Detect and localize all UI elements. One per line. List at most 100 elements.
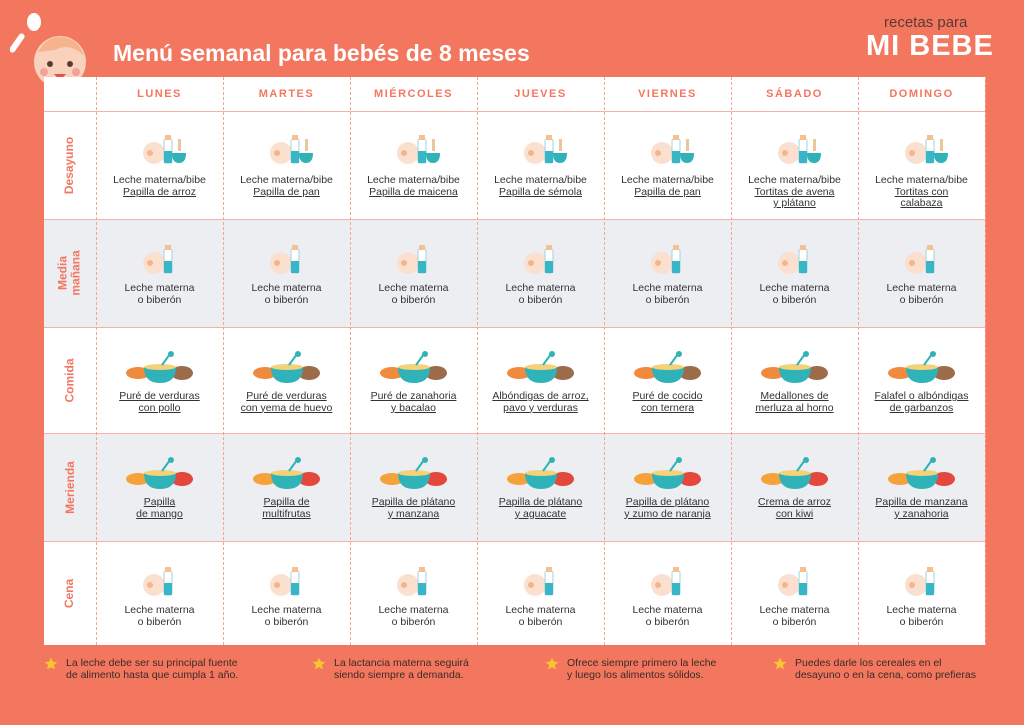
cell-text: Leche materna (124, 604, 195, 616)
cell-text: Leche materna (378, 604, 449, 616)
cell-text: Leche materna/bibe (113, 174, 206, 186)
recipe-link: y plátano (773, 197, 816, 209)
meal-cell: Leche materna/bibe Papilla de pan (223, 133, 350, 198)
recipe-link: Papilla de (263, 496, 310, 508)
meal-cell: Leche materna o biberón (477, 243, 604, 306)
row-divider (44, 433, 985, 434)
meal-label: Cena (44, 541, 96, 645)
meal-cell: Papilla de mango (96, 457, 223, 520)
food-icon (523, 567, 553, 596)
meal-cell: Papilla de plátano y zumo de naranja (604, 457, 731, 520)
food-icon (142, 567, 172, 596)
meal-name: Cena (62, 578, 77, 608)
recipe-link: Papilla de plátano (498, 496, 583, 508)
cell-text: Leche materna (378, 282, 449, 294)
meal-cell: Leche materna/bibe Papilla de sémola (477, 133, 604, 198)
food-icon (650, 245, 680, 274)
cell-text: o biberón (391, 293, 436, 306)
meal-cell: Leche materna o biberón (858, 565, 985, 628)
meal-cell: Puré de zanahoria y bacalao (350, 351, 477, 414)
cell-text: Leche materna (886, 604, 957, 616)
row-divider (44, 327, 985, 328)
day-header: SÁBADO (766, 88, 823, 100)
star-icon (44, 657, 58, 670)
recipe-link: merluza al horno (755, 401, 834, 414)
menu-table: LUNES MARTES MIÉRCOLES JUEVES VIERNES SÁBADO D… (44, 77, 986, 645)
cell-text: o biberón (772, 293, 817, 306)
meal-cell: Leche materna/bibe Papilla de arroz (96, 133, 223, 198)
brand-main: MI BEBE (866, 30, 994, 62)
meal-cell: Leche materna/bibe Tortitas con calabaza (858, 133, 985, 210)
recipe-link: con pollo (138, 401, 181, 414)
recipe-link: con kiwi (775, 507, 814, 520)
recipe-link: Papilla de plátano (371, 496, 456, 508)
meal-name: Desayuno (62, 136, 77, 194)
cell-text: Leche materna (759, 282, 830, 294)
row-divider (44, 219, 985, 220)
row-divider (44, 111, 985, 112)
food-icon (269, 135, 313, 164)
food-icon (142, 135, 186, 164)
recipe-link: Papilla de sémola (499, 185, 582, 198)
food-icon (777, 245, 807, 274)
recipe-link: Papilla de pan (634, 185, 701, 198)
recipe-link: con yema de huevo (240, 401, 333, 414)
meal-label: Media mañana (44, 219, 96, 327)
cell-text: o biberón (772, 615, 817, 628)
meal-cell: Leche materna o biberón (350, 565, 477, 628)
cell-text: o biberón (137, 615, 182, 628)
meal-label: Merienda (44, 433, 96, 541)
food-icon (396, 135, 440, 164)
food-icon (252, 457, 320, 489)
cell-text: o biberón (899, 293, 944, 306)
column-divider (350, 77, 351, 645)
note: La leche debe ser su principal fuente de… (44, 657, 238, 681)
cell-text: Leche materna (886, 282, 957, 294)
meal-name: Comida (62, 357, 77, 403)
meal-cell: Leche materna o biberón (350, 243, 477, 306)
cell-text: Leche materna (251, 282, 322, 294)
row-divider (44, 541, 985, 542)
food-icon (396, 245, 426, 274)
star-icon (545, 657, 559, 670)
meal-cell: Leche materna o biberón (731, 243, 858, 306)
star-icon (773, 657, 787, 670)
food-icon (142, 245, 172, 274)
cell-text: Leche materna/bibe (240, 174, 333, 186)
note: Ofrece siempre primero la leche y luego … (545, 657, 716, 681)
star-icon (312, 657, 326, 670)
food-icon (396, 567, 426, 596)
column-divider (985, 77, 986, 645)
cell-text: Leche materna/bibe (367, 174, 460, 186)
cell-text: o biberón (645, 615, 690, 628)
note: Puedes darle los cereales en el desayuno… (773, 657, 976, 681)
meal-cell: Leche materna o biberón (223, 565, 350, 628)
cell-text: Leche materna (251, 604, 322, 616)
recipe-link: Puré de zanahoria (370, 390, 457, 402)
food-icon (125, 351, 193, 383)
meal-cell: Papilla de multifrutas (223, 457, 350, 520)
meal-cell: Leche materna o biberón (731, 565, 858, 628)
recipe-link: Tortitas de avena (754, 185, 835, 198)
column-divider (731, 77, 732, 645)
meal-row: Media mañana Leche materna o biberón Leche … (44, 219, 985, 327)
food-icon (777, 567, 807, 596)
recipe-link: de mango (136, 507, 183, 520)
meal-label: Comida (44, 327, 96, 433)
meal-cell: Puré de cocido con ternera (604, 351, 731, 414)
cell-text: Leche materna (124, 282, 195, 294)
column-divider (858, 77, 859, 645)
recipe-link: Papilla de pan (253, 185, 320, 198)
cell-text: o biberón (137, 293, 182, 306)
cell-text: o biberón (518, 615, 563, 628)
food-icon (650, 135, 694, 164)
day-header: MARTES (258, 88, 315, 100)
recipe-link: Papilla (143, 496, 176, 508)
recipe-link: y aguacate (514, 507, 567, 520)
brand-top: recetas para (884, 14, 968, 31)
note-text: La lactancia materna seguirá siendo siem… (334, 657, 469, 681)
recipe-link: pavo y verduras (503, 401, 578, 414)
cell-text: Leche materna (505, 282, 576, 294)
food-icon (633, 351, 701, 383)
